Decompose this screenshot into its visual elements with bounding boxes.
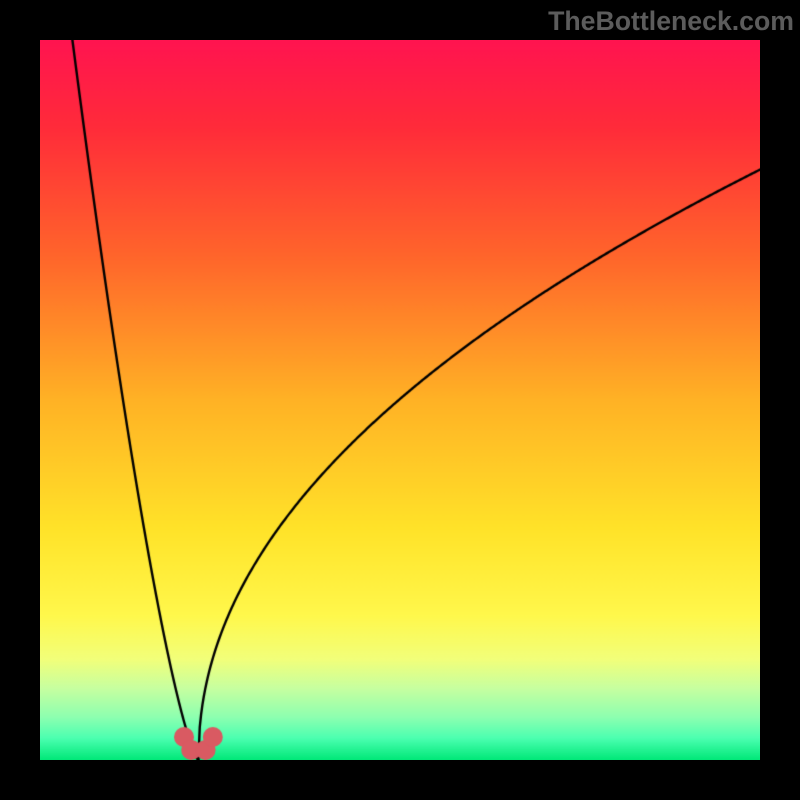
watermark-label: TheBottleneck.com: [548, 6, 794, 37]
bottleneck-chart: [40, 40, 760, 760]
